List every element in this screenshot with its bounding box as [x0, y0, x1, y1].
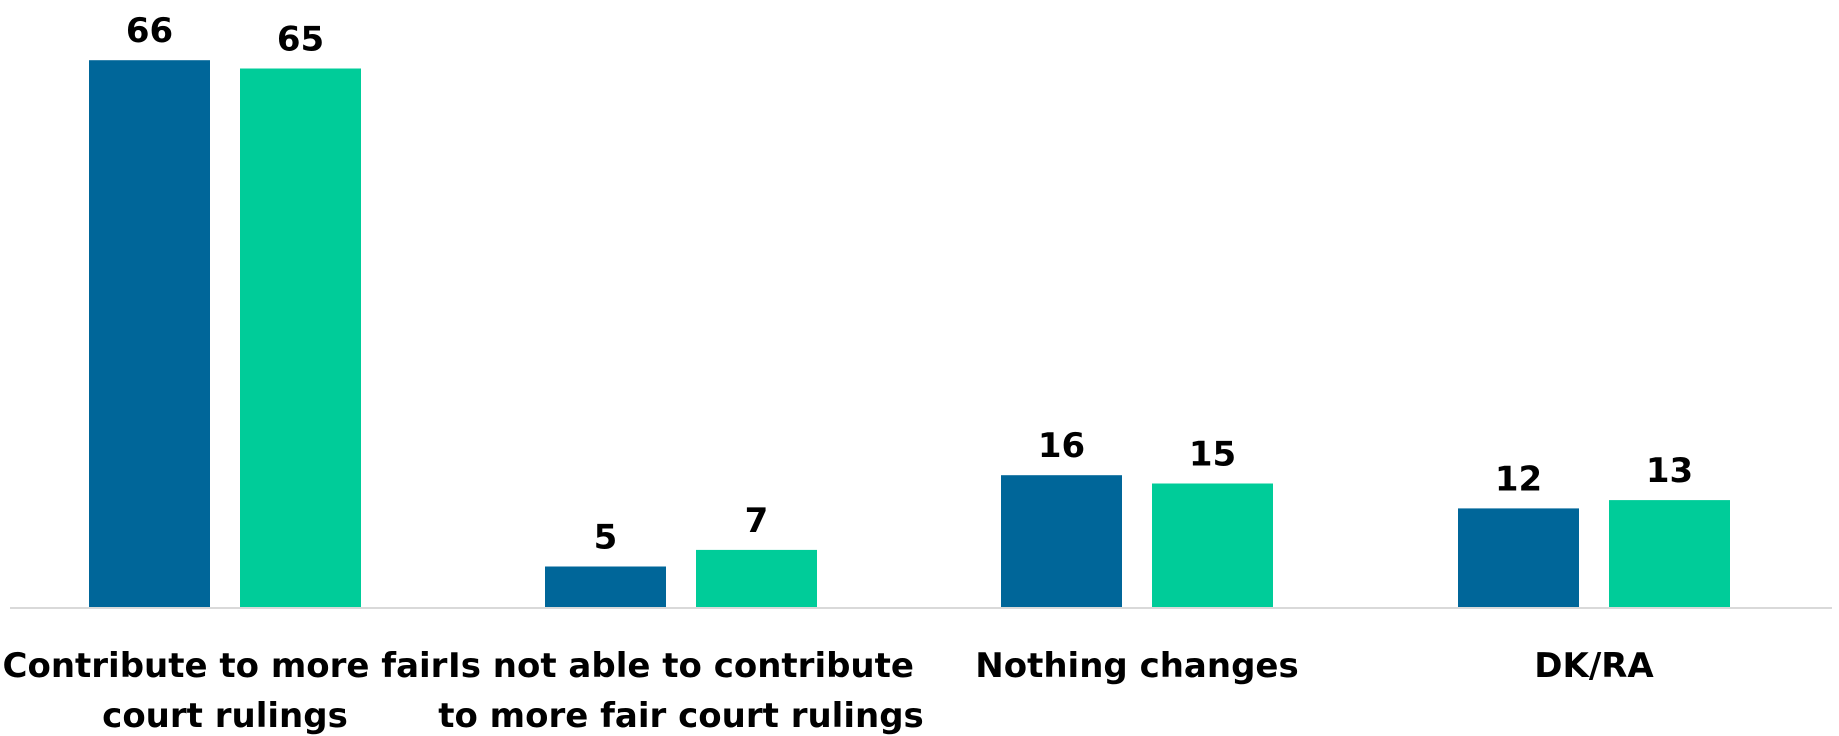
bars-group: [89, 60, 1730, 608]
data-label-3-series-1: 16: [1038, 426, 1085, 466]
bar-1-series-2: [240, 68, 361, 608]
category-label-2-line-1: Is not able to contribute: [448, 646, 914, 686]
data-label-2-series-1: 5: [594, 518, 618, 558]
category-label-2: Is not able to contribute to more fair co…: [438, 646, 924, 736]
category-labels-group: Contribute to more fair court rulings Is n…: [3, 646, 1655, 736]
bar-2-series-1: [545, 566, 666, 608]
data-label-4-series-1: 12: [1495, 459, 1542, 499]
bar-4-series-2: [1609, 500, 1730, 608]
data-label-4-series-2: 13: [1646, 451, 1693, 491]
bar-4-series-1: [1458, 508, 1579, 608]
category-label-1-line-2: court rulings: [102, 696, 348, 736]
data-label-2-series-2: 7: [745, 501, 769, 541]
value-labels-group: 66 65 5 7 16 15 12 13: [126, 11, 1693, 557]
category-label-3-line-1: Nothing changes: [975, 646, 1298, 686]
data-label-1-series-2: 65: [277, 20, 324, 60]
bar-2-series-2: [696, 549, 817, 608]
bar-1-series-1: [89, 60, 210, 608]
data-label-1-series-1: 66: [126, 11, 173, 51]
bar-3-series-1: [1001, 475, 1122, 608]
category-label-4: DK/RA: [1534, 646, 1654, 686]
category-label-2-line-2: to more fair court rulings: [438, 696, 924, 736]
category-label-1: Contribute to more fair court rulings: [3, 646, 448, 736]
bar-3-series-2: [1152, 483, 1273, 608]
category-label-4-line-1: DK/RA: [1534, 646, 1654, 686]
category-label-3: Nothing changes: [975, 646, 1298, 686]
category-label-1-line-1: Contribute to more fair: [3, 646, 448, 686]
data-label-3-series-2: 15: [1189, 435, 1236, 475]
